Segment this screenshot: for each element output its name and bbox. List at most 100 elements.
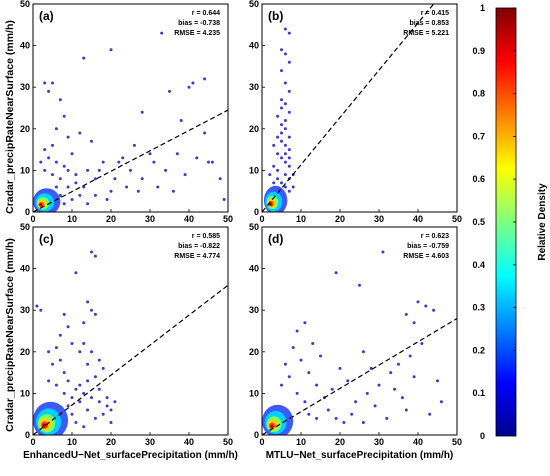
colorbar-tick-label: 0.4 — [472, 260, 485, 270]
scatter-point — [78, 193, 82, 197]
scatter-point — [295, 391, 299, 395]
plot-content — [33, 31, 228, 212]
scatter-point — [58, 358, 62, 362]
scatter-point — [287, 375, 291, 379]
scatter-point — [62, 202, 66, 206]
scatter-point — [101, 366, 105, 370]
scatter-point — [156, 185, 160, 189]
y-tick-label: 50 — [249, 222, 259, 232]
scatter-point — [90, 139, 93, 143]
scatter-point — [74, 173, 78, 177]
scatter-point — [280, 139, 283, 143]
scatter-point — [354, 400, 358, 404]
scatter-point — [303, 400, 307, 404]
scatter-point — [78, 400, 82, 404]
scatter-point — [436, 379, 439, 383]
y-tick-label: 10 — [20, 388, 30, 398]
x-tick-label: 30 — [145, 214, 155, 224]
panel-label: (b) — [268, 9, 283, 23]
scatter-point — [280, 98, 283, 102]
scatter-point — [78, 383, 82, 387]
x-tick-label: 20 — [335, 437, 345, 447]
y-tick-label: 20 — [249, 347, 259, 357]
x-tick-label: 0 — [30, 214, 35, 224]
scatter-point — [90, 396, 93, 400]
scatter-point — [109, 189, 113, 193]
y-axis-label-bottom: Cradar_precipRateNearSurface (mm/h) — [4, 238, 16, 432]
y-tick-label: 50 — [20, 222, 30, 232]
scatter-point — [393, 387, 397, 391]
scatter-point — [51, 173, 54, 177]
scatter-point — [179, 119, 183, 122]
scatter-point — [93, 193, 97, 197]
scatter-point — [187, 85, 191, 89]
scatter-point — [218, 177, 222, 181]
scatter-point — [86, 379, 90, 383]
scatter-point — [105, 404, 109, 408]
scatter-point — [43, 148, 47, 152]
scatter-point — [287, 148, 291, 152]
plot-frame — [32, 3, 229, 213]
y-tick-label: 40 — [20, 41, 30, 51]
scatter-point — [86, 300, 90, 304]
scatter-point — [74, 271, 78, 275]
scatter-point — [287, 189, 291, 193]
scatter-point — [93, 312, 97, 316]
stat-label: RMSE = 4.235 — [174, 30, 220, 37]
scatter-point — [191, 81, 195, 85]
scatter-point — [280, 156, 283, 160]
y-tick-label: 50 — [249, 0, 259, 9]
scatter-point — [51, 143, 54, 147]
scatter-point — [86, 168, 90, 172]
scatter-point — [78, 350, 82, 354]
scatter-point — [140, 177, 144, 181]
scatter-point — [70, 412, 74, 416]
scatter-point — [140, 110, 144, 114]
scatter-point — [195, 156, 199, 160]
scatter-point — [416, 300, 420, 304]
scatter-point — [404, 408, 408, 412]
colorbar-tick-label: 0.2 — [472, 345, 485, 355]
scatter-point — [66, 404, 70, 408]
scatter-point — [66, 185, 70, 189]
y-tick-label: 30 — [20, 305, 30, 315]
scatter-point — [58, 193, 62, 197]
scatter-point — [90, 250, 93, 254]
scatter-point — [90, 308, 93, 312]
fit-line — [262, 4, 435, 212]
stat-label: r = 0.623 — [421, 233, 449, 240]
colorbar-tick-label: 0.3 — [472, 303, 485, 313]
scatter-point — [164, 168, 168, 172]
scatter-point — [283, 102, 287, 106]
x-tick-label: 40 — [184, 214, 194, 224]
stat-label: RMSE = 4.603 — [403, 253, 449, 260]
x-tick-label: 10 — [67, 437, 77, 447]
stat-label: RMSE = 5.221 — [403, 30, 449, 37]
scatter-point — [276, 152, 280, 156]
scatter-point — [148, 152, 152, 156]
scatter-point — [74, 421, 78, 424]
scatter-point — [280, 69, 283, 73]
scatter-point — [280, 383, 283, 387]
scatter-point — [74, 181, 78, 185]
colorbar-tick-label: 0 — [480, 431, 485, 441]
panel-3: 0 10 20 30 40 50 0 10 20 30 40 50 (d) r = 0.623 bias =… — [249, 222, 462, 461]
y-tick-label: 0 — [254, 430, 259, 440]
scatter-point — [70, 342, 74, 345]
y-tick-label: 0 — [254, 207, 259, 217]
scatter-point — [109, 408, 113, 412]
scatter-point — [86, 408, 90, 412]
scatter-point — [287, 164, 291, 168]
scatter-point — [160, 31, 164, 35]
scatter-point — [66, 168, 70, 172]
scatter-point — [283, 173, 287, 177]
panel-label: (c) — [39, 232, 54, 246]
x-tick-label: 0 — [259, 437, 264, 447]
colorbar-tick-label: 0.9 — [472, 46, 485, 56]
scatter-point — [408, 354, 412, 358]
colorbar-tick-label: 0.6 — [472, 174, 485, 184]
scatter-point — [47, 89, 51, 93]
scatter-point — [43, 81, 47, 85]
plot-frame — [32, 226, 229, 436]
scatter-point — [86, 362, 90, 366]
